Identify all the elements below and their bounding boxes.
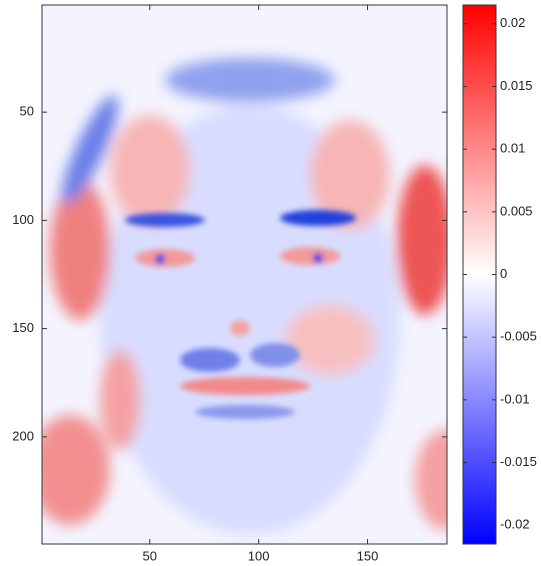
brow-left <box>125 213 205 227</box>
colorbar-tick-label: 0 <box>500 266 507 281</box>
y-tick-label: 200 <box>12 428 34 443</box>
eye-right <box>280 247 340 265</box>
hair-streak <box>61 95 119 205</box>
cheek-right <box>310 120 390 230</box>
y-tick-label: 50 <box>20 104 34 119</box>
eye-left <box>135 249 195 267</box>
lower-lip <box>195 405 295 419</box>
nose-shadow-left <box>180 348 240 372</box>
plot-frame <box>41 4 448 545</box>
colorbar <box>462 4 497 545</box>
lower-right <box>415 430 447 530</box>
pupil-right <box>313 253 323 263</box>
neck-left <box>100 350 140 450</box>
lower-left <box>42 415 110 525</box>
x-tick-label: 100 <box>248 548 270 563</box>
colorbar-tick-label: 0.005 <box>500 203 533 218</box>
cheek-lower-right <box>285 305 375 375</box>
colorbar-tick-label: 0.02 <box>500 15 525 30</box>
cheek-left <box>110 115 190 225</box>
colorbar-tick-label: 0.01 <box>500 141 525 156</box>
forehead-band <box>165 58 335 102</box>
nose-tip <box>230 320 250 336</box>
colorbar-tick-label: -0.005 <box>500 329 537 344</box>
mouth <box>180 377 310 395</box>
x-tick-label: 150 <box>357 548 379 563</box>
hair-right <box>397 165 447 315</box>
x-tick-label: 50 <box>143 548 157 563</box>
nose-shadow-right <box>250 343 300 367</box>
image-detail-layer <box>125 210 356 419</box>
colorbar-tick-label: -0.02 <box>500 517 530 532</box>
y-tick-label: 150 <box>12 320 34 335</box>
hair-left <box>50 180 110 320</box>
colorbar-tick-label: -0.01 <box>500 391 530 406</box>
colorbar-tick-label: -0.015 <box>500 454 537 469</box>
pupil-left <box>155 254 165 264</box>
heatmap-image <box>42 5 447 544</box>
brow-right <box>280 210 356 226</box>
y-tick-label: 100 <box>12 212 34 227</box>
colorbar-tick-label: 0.015 <box>500 78 533 93</box>
